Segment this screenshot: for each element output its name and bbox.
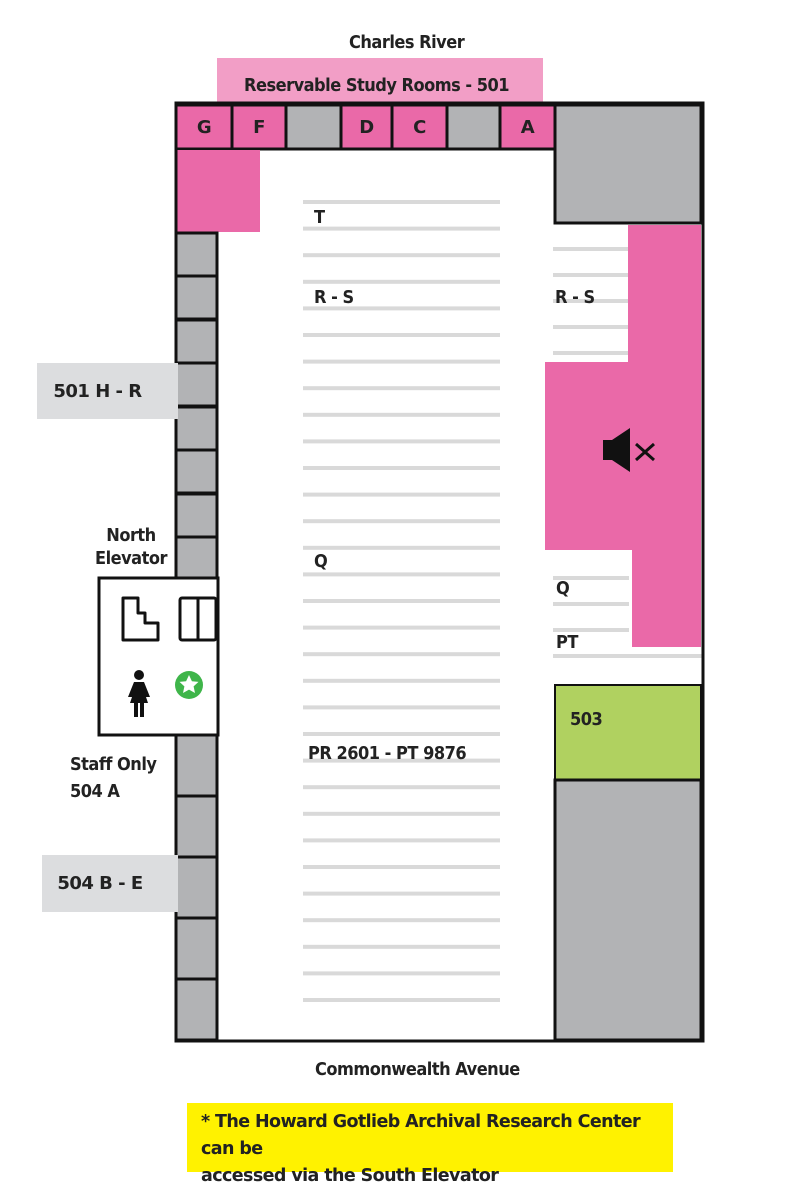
- room-503: [554, 684, 702, 781]
- study-room-label: C: [413, 116, 426, 138]
- shelf-row: [303, 891, 500, 896]
- shelf-row-right: [553, 299, 629, 303]
- stack-label-t: T: [314, 207, 325, 228]
- shelf-row: [303, 811, 500, 816]
- carrel-cell: [174, 977, 219, 1042]
- carrel-cell: [174, 231, 219, 278]
- stairs-icon: [121, 596, 160, 642]
- shelf-row: [303, 678, 500, 683]
- shelf-row-right: [553, 628, 629, 632]
- elevator-icon: [178, 596, 218, 642]
- shelf-row: [303, 439, 500, 444]
- study-rooms-label: Reservable Study Rooms - 501: [244, 75, 510, 96]
- shelf-row-right: [553, 273, 629, 277]
- carrel-cell: [174, 448, 219, 495]
- room-501-h-r: 501 H - R: [37, 363, 178, 419]
- shelf-row: [303, 545, 500, 550]
- shelf-row-right: [553, 351, 629, 355]
- carrel-cell: [174, 318, 219, 365]
- shelf-row: [303, 865, 500, 869]
- shelf-row: [303, 279, 500, 284]
- commonwealth-avenue-label: Commonwealth Avenue: [315, 1059, 520, 1080]
- book-stacks: [303, 200, 703, 1002]
- accessible-star-icon: [175, 671, 203, 699]
- quiet-zone-muted-speaker-icon: [603, 428, 655, 472]
- shelf-row: [303, 226, 500, 231]
- shelf-row: [303, 466, 500, 470]
- shelf-row-right: [553, 247, 629, 251]
- study-room-label: F: [253, 116, 265, 138]
- study-room-label: A: [520, 116, 535, 138]
- shelf-row: [303, 758, 500, 763]
- carrel-cell: [174, 274, 219, 321]
- shelf-row-right: [553, 325, 629, 329]
- shelf-row: [303, 785, 500, 790]
- womens-restroom-icon: [128, 670, 150, 717]
- shelf-row: [303, 333, 500, 337]
- shelf-row: [303, 386, 500, 391]
- note-line2: accessed via the South Elevator: [201, 1166, 499, 1186]
- study-room-label: G: [196, 116, 212, 138]
- right-lower-room: [553, 778, 703, 1042]
- stack-label-q: Q: [314, 551, 328, 572]
- study-room-c: [390, 103, 449, 151]
- charles-river-label: Charles River: [349, 32, 465, 53]
- north-elevator-label: North Elevator: [92, 524, 170, 570]
- shelf-row: [303, 971, 500, 976]
- shelf-row: [303, 253, 500, 258]
- shelf-row: [303, 838, 500, 843]
- carrel-cell: [174, 733, 219, 798]
- shelf-row: [303, 652, 500, 657]
- shelf-row: [303, 599, 500, 603]
- shelf-row: [303, 918, 500, 923]
- study-rooms-banner: [217, 58, 543, 104]
- shelf-row: [303, 625, 500, 630]
- shelf-row: [303, 412, 500, 417]
- staff-only-text: Staff Only: [70, 754, 157, 775]
- stack-label-q-right: Q: [556, 578, 570, 599]
- shelf-row-right: [553, 576, 629, 580]
- study-room-unlabeled: [445, 103, 502, 151]
- outer-wall: [174, 101, 705, 1043]
- stack-label-rs: R - S: [314, 287, 354, 308]
- room-504-b-e: 504 B - E: [42, 855, 178, 912]
- carrel-cell: [174, 361, 219, 408]
- carrel-cell: [174, 855, 219, 920]
- note-line1: * The Howard Gotlieb Archival Research C…: [201, 1112, 641, 1159]
- shelf-row-right: [553, 602, 629, 606]
- room-503-label: 503: [570, 709, 603, 730]
- study-room-label: D: [359, 116, 374, 138]
- study-room-unlabeled: [284, 103, 343, 151]
- shelf-row: [303, 306, 500, 311]
- carrel-cell: [174, 916, 219, 981]
- stack-label-rs-right: R - S: [555, 287, 595, 308]
- shelf-row: [303, 572, 500, 577]
- north-elevator-line2: Elevator: [95, 548, 167, 569]
- carrel-cell: [174, 535, 219, 580]
- carrel-cell: [174, 492, 219, 539]
- shelf-row: [303, 519, 500, 524]
- shelf-row: [303, 359, 500, 364]
- stack-range-label: PR 2601 - PT 9876: [308, 743, 467, 764]
- shelf-row: [303, 492, 500, 497]
- staff-only-label: Staff Only 504 A: [70, 751, 157, 805]
- shelf-row: [303, 998, 500, 1002]
- room-504-a-label: 504 A: [70, 781, 120, 802]
- shelf-row: [303, 732, 500, 736]
- stack-label-pt-right: PT: [556, 632, 578, 653]
- shelf-row: [303, 200, 500, 204]
- carrel-cell: [174, 794, 219, 859]
- south-elevator-note: * The Howard Gotlieb Archival Research C…: [187, 1103, 673, 1186]
- north-elevator-line1: North: [106, 525, 156, 546]
- right-service-room: [553, 103, 703, 225]
- carrel-cell: [174, 405, 219, 452]
- shelf-row: [303, 705, 500, 710]
- study-room-g-extension: [176, 150, 260, 232]
- shelf-row: [303, 944, 500, 949]
- study-room-g: [174, 103, 234, 151]
- shelf-row-right: [553, 654, 703, 658]
